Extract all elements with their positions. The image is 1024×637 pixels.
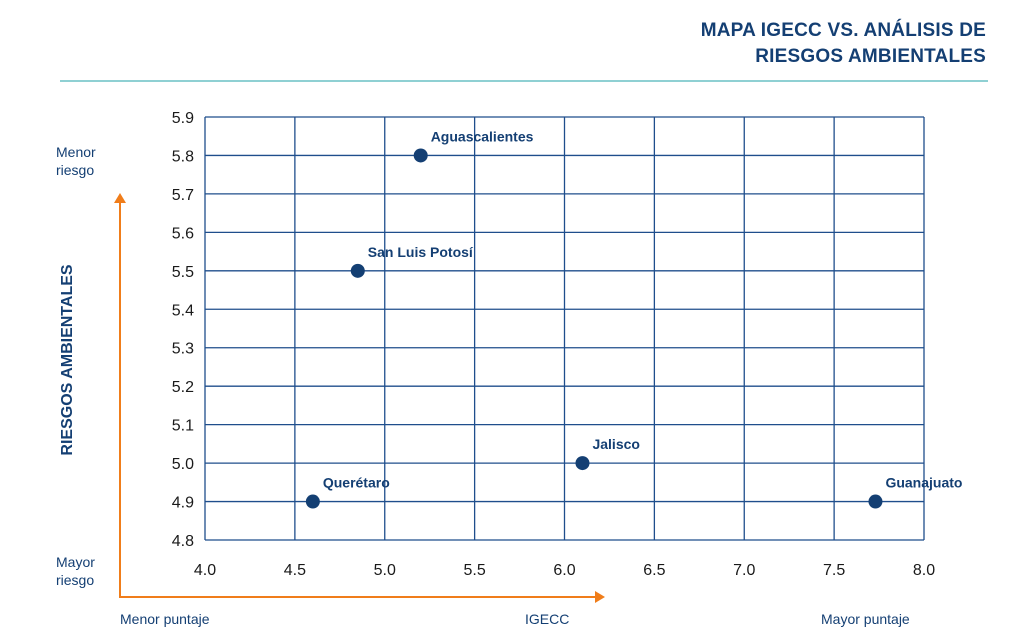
grid — [204, 116, 925, 541]
y-tick-label: 5.6 — [172, 225, 194, 242]
y-bottom-note-line1: Mayor — [56, 554, 95, 570]
y-tick-labels: 4.8 4.9 5.0 5.1 5.2 5.3 5.4 5.5 5.6 5.7 5.8 5.9 — [172, 110, 194, 550]
data-point-label: Jalisco — [592, 436, 639, 452]
x-right-note: Mayor puntaje — [821, 611, 910, 627]
x-left-note: Menor puntaje — [120, 611, 210, 627]
y-axis-title: RIESGOS AMBIENTALES — [59, 264, 76, 455]
x-tick-label: 8.0 — [913, 562, 935, 579]
y-tick-label: 5.1 — [172, 418, 194, 435]
data-point-label: Guanajuato — [885, 475, 962, 491]
y-tick-label: 5.3 — [172, 341, 194, 358]
x-tick-label: 4.0 — [194, 562, 216, 579]
data-point — [350, 263, 365, 278]
x-tick-label: 5.0 — [374, 562, 396, 579]
chart-title: MAPA IGECC VS. ANÁLISIS DE RIESGOS AMBIE… — [701, 18, 986, 70]
data-point — [575, 456, 590, 471]
x-tick-label: 6.5 — [643, 562, 665, 579]
chart-title-line2: RIESGOS AMBIENTALES — [755, 46, 986, 67]
y-tick-label: 5.0 — [172, 456, 194, 473]
data-point-label: San Luis Potosí — [368, 244, 474, 260]
x-tick-label: 5.5 — [464, 562, 486, 579]
y-top-note-line2: riesgo — [56, 162, 94, 178]
y-tick-label: 5.4 — [172, 302, 194, 319]
y-bottom-note-line2: riesgo — [56, 572, 94, 588]
chart-title-line1: MAPA IGECC VS. ANÁLISIS DE — [700, 20, 986, 41]
data-point — [305, 494, 320, 509]
x-tick-label: 4.5 — [284, 562, 306, 579]
y-tick-label: 5.8 — [172, 148, 194, 165]
x-tick-label: 7.5 — [823, 562, 845, 579]
y-tick-label: 4.8 — [172, 533, 194, 550]
x-tick-labels: 4.0 4.5 5.0 5.5 6.0 6.5 7.0 7.5 8.0 — [194, 562, 935, 579]
y-tick-label: 4.9 — [172, 495, 194, 512]
x-tick-label: 6.0 — [553, 562, 575, 579]
data-point-label: Aguascalientes — [431, 128, 534, 144]
x-arrow-head — [595, 591, 605, 603]
y-tick-label: 5.7 — [172, 187, 194, 204]
data-point — [413, 148, 428, 163]
data-points: Aguascalientes San Luis Potosí Jalisco Quer… — [305, 128, 962, 509]
x-axis-title: IGECC — [525, 611, 569, 627]
title-divider — [60, 80, 988, 82]
y-tick-label: 5.2 — [172, 379, 194, 396]
data-point — [868, 494, 883, 509]
axis-arrows — [114, 193, 605, 603]
y-tick-label: 5.5 — [172, 264, 194, 281]
x-tick-label: 7.0 — [733, 562, 755, 579]
data-point-label: Querétaro — [323, 475, 390, 491]
y-arrow-head — [114, 193, 126, 203]
y-top-note-line1: Menor — [56, 144, 96, 160]
y-tick-label: 5.9 — [172, 110, 194, 127]
